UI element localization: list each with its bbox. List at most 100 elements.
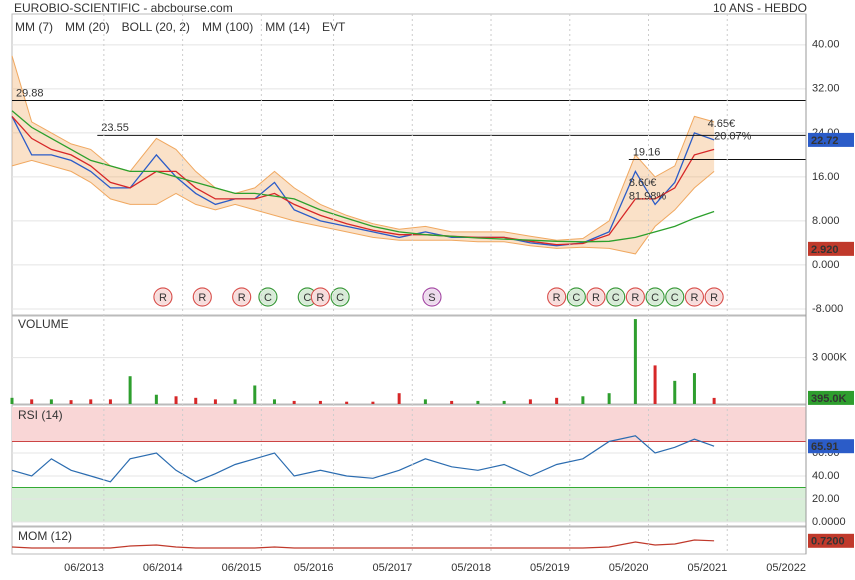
legend-entry: MM (14) — [265, 20, 310, 34]
event-marker[interactable] — [665, 287, 685, 307]
annotation: 20.07% — [714, 131, 752, 143]
y-tick-label: -8.000 — [812, 303, 843, 315]
y-tick-label: 0.000 — [812, 259, 840, 271]
volume-bar — [89, 399, 93, 404]
event-label: R — [553, 292, 561, 304]
x-tick-label: 05/2022 — [766, 562, 806, 574]
event-marker[interactable] — [258, 287, 278, 307]
level-label: 19.16 — [633, 146, 661, 158]
event-fill — [194, 289, 211, 305]
volume-bar — [154, 394, 158, 404]
volume-bar — [49, 399, 53, 404]
x-tick-label: 05/2020 — [609, 562, 649, 574]
volume-bar — [423, 399, 427, 404]
overbought-zone — [12, 407, 806, 442]
event-label: C — [303, 292, 311, 304]
x-tick-label: 05/2016 — [294, 562, 334, 574]
event-marker[interactable] — [606, 287, 626, 307]
event-marker[interactable] — [586, 287, 606, 307]
volume-bar — [10, 397, 14, 404]
volume-bar — [673, 380, 677, 404]
event-fill — [233, 289, 250, 305]
annotation: 8.60€ — [629, 177, 657, 189]
volume-bar — [253, 385, 257, 404]
y-tick-label: 16.00 — [812, 171, 840, 183]
event-label: R — [198, 292, 206, 304]
annotation: 4.65€ — [708, 118, 736, 130]
legend-entry: MM (7) — [15, 20, 53, 34]
last-value-label: 395.0K — [811, 393, 847, 405]
volume-bar — [345, 401, 349, 404]
volume-bar — [272, 399, 276, 404]
annotation: 81.98% — [629, 191, 667, 203]
volume-bar — [194, 397, 198, 404]
event-fill — [607, 289, 624, 305]
event-label: S — [428, 292, 435, 304]
event-fill — [647, 289, 664, 305]
event-label: R — [238, 292, 246, 304]
y-tick-label: 0.0000 — [812, 516, 846, 528]
event-label: R — [710, 292, 718, 304]
volume-bar — [692, 373, 696, 404]
event-marker[interactable] — [684, 287, 705, 307]
event-label: C — [572, 292, 580, 304]
legend-entry: MM (20) — [65, 20, 110, 34]
event-label: R — [159, 292, 167, 304]
volume-bar — [292, 400, 296, 404]
event-marker[interactable] — [330, 287, 350, 307]
volume-bar — [633, 319, 637, 404]
event-marker[interactable] — [566, 287, 586, 307]
event-fill — [548, 289, 565, 305]
panel-title: VOLUME — [18, 317, 69, 331]
indicator-line — [11, 435, 715, 483]
event-marker[interactable] — [153, 287, 173, 307]
volume-bar — [128, 376, 132, 404]
event-marker[interactable] — [422, 287, 442, 307]
volume-bar — [712, 397, 716, 404]
volume-bar — [30, 399, 34, 404]
event-marker[interactable] — [192, 287, 212, 307]
volume-bar — [397, 393, 401, 404]
event-marker[interactable] — [310, 287, 331, 307]
last-value-box — [808, 390, 854, 405]
x-tick-label: 06/2013 — [64, 562, 104, 574]
last-value-box — [808, 533, 854, 548]
event-marker[interactable] — [547, 287, 567, 307]
volume-bar — [233, 399, 237, 404]
volume-bar — [555, 397, 559, 404]
volume-bar — [476, 400, 480, 404]
volume-bar — [213, 399, 217, 404]
event-label: R — [592, 292, 600, 304]
legend-entry: BOLL (20, 2) — [122, 20, 190, 34]
x-tick-label: 05/2021 — [687, 562, 727, 574]
last-value-box — [808, 241, 854, 256]
event-fill — [332, 289, 349, 305]
event-label: R — [690, 292, 698, 304]
legend-entry: MM (100) — [202, 20, 253, 34]
event-fill — [154, 289, 171, 305]
last-value-label: 2.920 — [811, 244, 839, 256]
event-fill — [627, 289, 644, 305]
event-fill — [312, 289, 329, 305]
event-label: R — [316, 292, 324, 304]
x-tick-label: 06/2014 — [143, 562, 183, 574]
band-fill — [12, 55, 715, 254]
oversold-zone — [12, 487, 806, 522]
event-label: C — [671, 292, 679, 304]
series-line — [11, 116, 715, 247]
event-fill — [423, 289, 440, 305]
event-marker[interactable] — [625, 287, 645, 307]
event-marker[interactable] — [232, 287, 252, 307]
event-fill — [706, 289, 723, 305]
event-marker[interactable] — [704, 287, 724, 307]
volume-bar — [528, 399, 532, 404]
event-fill — [686, 289, 703, 305]
volume-bar — [108, 399, 112, 404]
period: 10 ANS - HEBDO — [713, 1, 807, 15]
event-marker[interactable] — [645, 287, 665, 307]
event-label: C — [612, 292, 620, 304]
level-label: 29.88 — [16, 87, 44, 99]
panel-title: MOM (12) — [18, 529, 72, 543]
level-label: 23.55 — [101, 122, 129, 134]
